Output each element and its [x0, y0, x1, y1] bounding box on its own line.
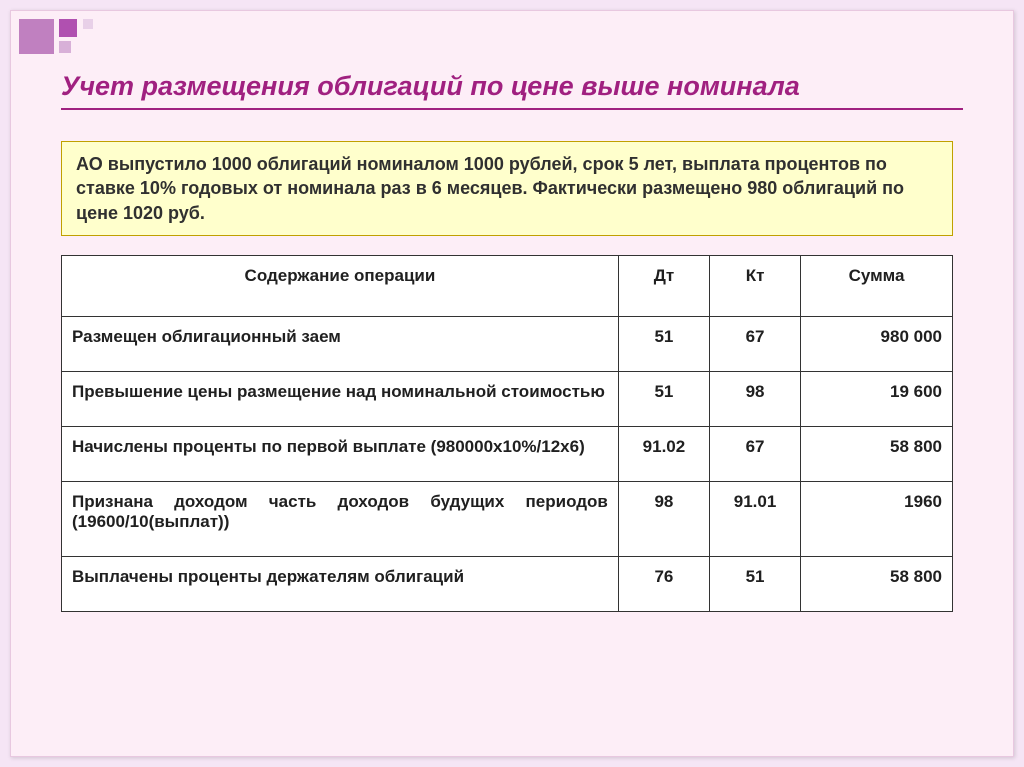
- task-callout: АО выпустило 1000 облигаций номиналом 10…: [61, 141, 953, 236]
- cell-kt: 67: [709, 317, 800, 372]
- col-header-desc: Содержание операции: [62, 256, 619, 317]
- cell-sum: 1960: [801, 482, 953, 557]
- cell-sum: 58 800: [801, 427, 953, 482]
- deco-square: [83, 19, 93, 29]
- cell-dt: 98: [618, 482, 709, 557]
- cell-sum: 19 600: [801, 372, 953, 427]
- table-header-row: Содержание операции Дт Кт Сумма: [62, 256, 953, 317]
- accounting-table: Содержание операции Дт Кт Сумма Размещен…: [61, 255, 953, 612]
- deco-square: [59, 41, 71, 53]
- cell-dt: 91.02: [618, 427, 709, 482]
- cell-dt: 51: [618, 317, 709, 372]
- cell-sum: 58 800: [801, 557, 953, 612]
- col-header-dt: Дт: [618, 256, 709, 317]
- table-row: Превышение цены размещение над номинальн…: [62, 372, 953, 427]
- slide: Учет размещения облигаций по цене выше н…: [10, 10, 1014, 757]
- cell-desc: Признана доходом часть доходов будущих п…: [62, 482, 619, 557]
- table-row: Начислены проценты по первой выплате (98…: [62, 427, 953, 482]
- table-row: Выплачены проценты держателям облигаций …: [62, 557, 953, 612]
- table-row: Признана доходом часть доходов будущих п…: [62, 482, 953, 557]
- cell-dt: 76: [618, 557, 709, 612]
- cell-desc: Выплачены проценты держателям облигаций: [62, 557, 619, 612]
- cell-kt: 67: [709, 427, 800, 482]
- col-header-kt: Кт: [709, 256, 800, 317]
- cell-kt: 98: [709, 372, 800, 427]
- deco-square: [59, 19, 77, 37]
- cell-desc: Превышение цены размещение над номинальн…: [62, 372, 619, 427]
- cell-desc: Начислены проценты по первой выплате (98…: [62, 427, 619, 482]
- cell-dt: 51: [618, 372, 709, 427]
- deco-square: [19, 19, 54, 54]
- slide-title: Учет размещения облигаций по цене выше н…: [61, 71, 963, 110]
- col-header-sum: Сумма: [801, 256, 953, 317]
- table-row: Размещен облигационный заем 51 67 980 00…: [62, 317, 953, 372]
- cell-kt: 91.01: [709, 482, 800, 557]
- cell-sum: 980 000: [801, 317, 953, 372]
- cell-desc: Размещен облигационный заем: [62, 317, 619, 372]
- cell-kt: 51: [709, 557, 800, 612]
